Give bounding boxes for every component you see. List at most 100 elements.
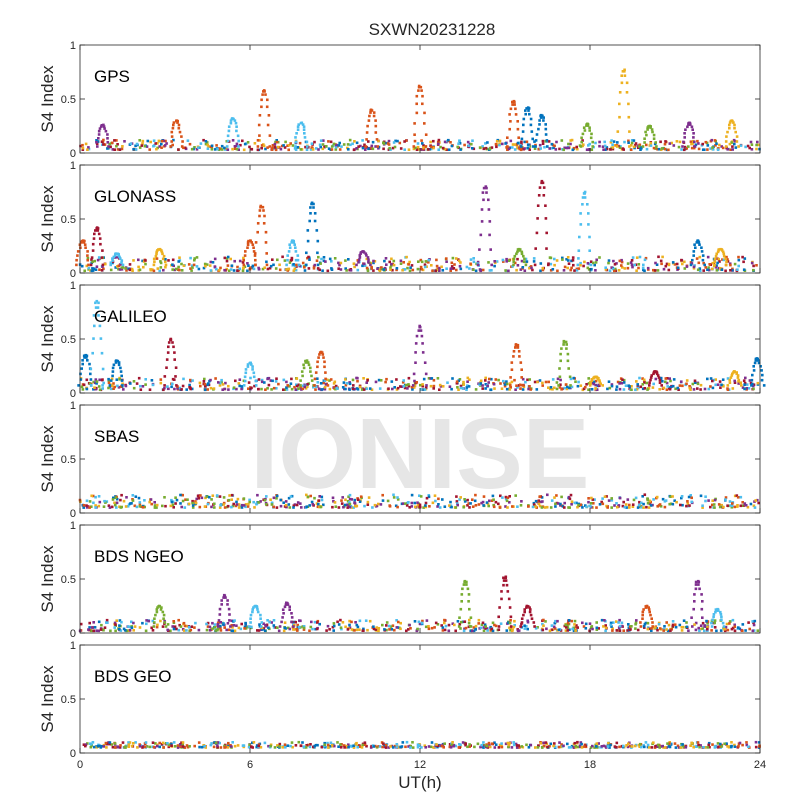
data-point bbox=[591, 744, 594, 748]
data-point bbox=[468, 506, 471, 509]
data-point bbox=[117, 264, 120, 268]
data-point bbox=[692, 267, 696, 270]
data-point bbox=[688, 504, 691, 507]
data-point bbox=[515, 384, 518, 387]
data-point bbox=[395, 626, 399, 629]
spike-point bbox=[576, 263, 580, 267]
data-point bbox=[310, 500, 314, 504]
spike-point bbox=[302, 366, 306, 370]
data-point bbox=[451, 377, 454, 380]
data-point bbox=[165, 142, 168, 145]
data-point bbox=[392, 496, 396, 499]
y-tick-label: 0 bbox=[70, 508, 76, 520]
data-point bbox=[511, 143, 515, 146]
data-point bbox=[90, 626, 94, 629]
spike-point bbox=[459, 607, 463, 611]
spike-point bbox=[526, 605, 530, 608]
data-point bbox=[567, 619, 571, 622]
data-point bbox=[690, 262, 694, 265]
data-point bbox=[427, 261, 430, 264]
data-point bbox=[752, 384, 755, 388]
data-point bbox=[673, 263, 677, 266]
data-point bbox=[348, 501, 351, 504]
spike-point bbox=[259, 617, 262, 620]
data-point bbox=[258, 139, 261, 142]
spike-point bbox=[263, 214, 266, 218]
data-point bbox=[282, 144, 285, 147]
data-point bbox=[641, 387, 645, 391]
data-point bbox=[659, 259, 663, 263]
data-point bbox=[215, 144, 218, 147]
data-point bbox=[572, 146, 576, 150]
data-point bbox=[698, 629, 701, 633]
data-point bbox=[186, 498, 189, 501]
data-point bbox=[618, 745, 621, 749]
data-point bbox=[755, 264, 758, 267]
data-point bbox=[551, 378, 555, 381]
data-point bbox=[84, 142, 88, 146]
spike-point bbox=[112, 363, 116, 367]
data-point bbox=[470, 142, 473, 146]
data-point bbox=[560, 495, 563, 499]
data-point bbox=[358, 745, 362, 748]
data-point bbox=[322, 256, 326, 259]
spike-point bbox=[117, 363, 121, 367]
data-point bbox=[399, 385, 402, 388]
data-point bbox=[225, 259, 229, 263]
spike-point bbox=[762, 384, 766, 387]
data-point bbox=[693, 379, 697, 383]
spike-point bbox=[625, 81, 629, 85]
data-point bbox=[318, 622, 321, 626]
data-point bbox=[233, 145, 237, 148]
spike-point bbox=[82, 354, 86, 358]
data-point bbox=[127, 625, 130, 628]
data-point bbox=[613, 745, 617, 748]
spike-point bbox=[528, 610, 532, 614]
spike-point bbox=[511, 103, 514, 106]
data-point bbox=[413, 620, 417, 623]
data-point bbox=[108, 385, 112, 389]
data-point bbox=[494, 500, 498, 504]
data-point bbox=[504, 505, 507, 508]
data-point bbox=[461, 387, 465, 390]
spike-gps-3 bbox=[256, 89, 272, 148]
data-point bbox=[424, 746, 427, 749]
spike-point bbox=[564, 340, 568, 344]
data-point bbox=[714, 144, 717, 147]
data-point bbox=[173, 625, 177, 628]
data-point bbox=[587, 268, 591, 271]
data-point bbox=[531, 505, 535, 509]
data-point bbox=[255, 745, 258, 749]
data-point bbox=[352, 746, 356, 749]
spike-glonass-12 bbox=[576, 190, 593, 267]
data-point bbox=[594, 383, 597, 387]
data-point bbox=[189, 386, 192, 390]
data-point bbox=[325, 378, 329, 382]
spike-point bbox=[158, 605, 162, 608]
data-point bbox=[330, 148, 334, 151]
data-point bbox=[296, 625, 300, 629]
data-point bbox=[565, 626, 568, 629]
data-point bbox=[706, 148, 709, 151]
data-point bbox=[120, 268, 124, 271]
data-point bbox=[573, 269, 576, 272]
data-point bbox=[427, 627, 431, 631]
data-point bbox=[331, 505, 334, 509]
data-point bbox=[183, 746, 187, 749]
data-point bbox=[95, 265, 99, 268]
data-point bbox=[281, 255, 284, 259]
spike-point bbox=[581, 196, 585, 199]
data-point bbox=[491, 621, 495, 625]
spike-point bbox=[121, 263, 125, 267]
data-point bbox=[214, 741, 218, 745]
data-point bbox=[190, 147, 194, 151]
data-point bbox=[665, 377, 669, 380]
data-point bbox=[383, 266, 387, 270]
data-point bbox=[319, 145, 322, 149]
data-point bbox=[253, 142, 257, 145]
spike-point bbox=[508, 606, 512, 609]
data-point bbox=[558, 147, 561, 151]
data-point bbox=[316, 621, 319, 624]
data-point bbox=[124, 267, 127, 270]
spike-point bbox=[76, 250, 80, 253]
